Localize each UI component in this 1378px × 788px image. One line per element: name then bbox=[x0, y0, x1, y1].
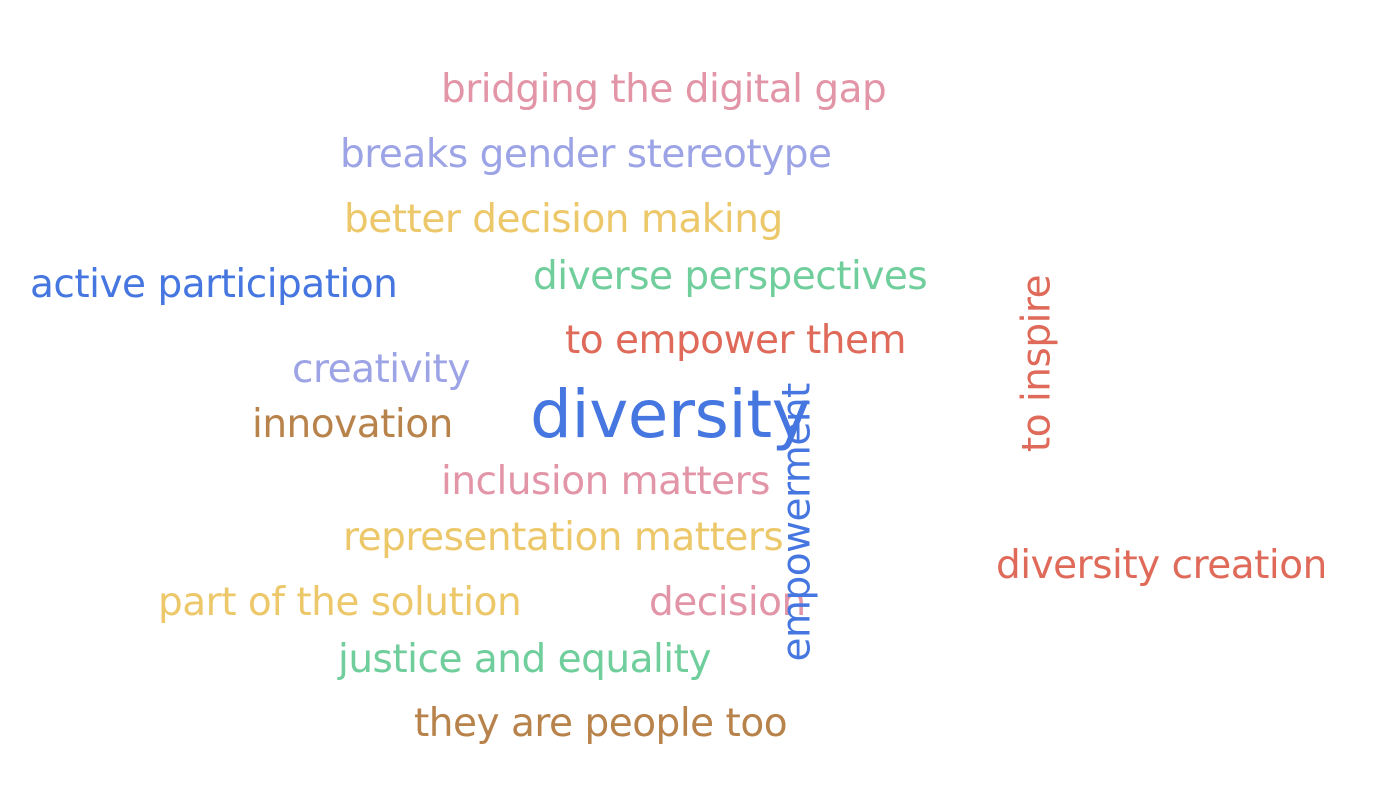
word-diverse-perspectives: diverse perspectives bbox=[533, 254, 928, 299]
word-representation-matters: representation matters bbox=[343, 515, 784, 560]
word-innovation: innovation bbox=[252, 402, 453, 447]
word-diversity-creation: diversity creation bbox=[996, 543, 1327, 588]
word-empowerment: empowerment bbox=[774, 383, 820, 662]
word-they-are-people-too: they are people too bbox=[414, 701, 788, 746]
word-to-inspire: to inspire bbox=[1014, 274, 1060, 453]
word-breaks-gender-stereotype: breaks gender stereotype bbox=[340, 132, 832, 177]
word-justice-and-equality: justice and equality bbox=[338, 637, 712, 682]
word-active-participation: active participation bbox=[30, 262, 398, 307]
word-bridging-the-digital-gap: bridging the digital gap bbox=[441, 67, 887, 112]
word-decision: decision bbox=[649, 580, 806, 625]
word-inclusion-matters: inclusion matters bbox=[441, 459, 771, 504]
word-to-empower-them: to empower them bbox=[565, 318, 906, 363]
word-part-of-the-solution: part of the solution bbox=[158, 580, 522, 625]
word-diversity: diversity bbox=[530, 376, 811, 453]
word-creativity: creativity bbox=[292, 347, 470, 392]
word-better-decision-making: better decision making bbox=[344, 197, 783, 242]
